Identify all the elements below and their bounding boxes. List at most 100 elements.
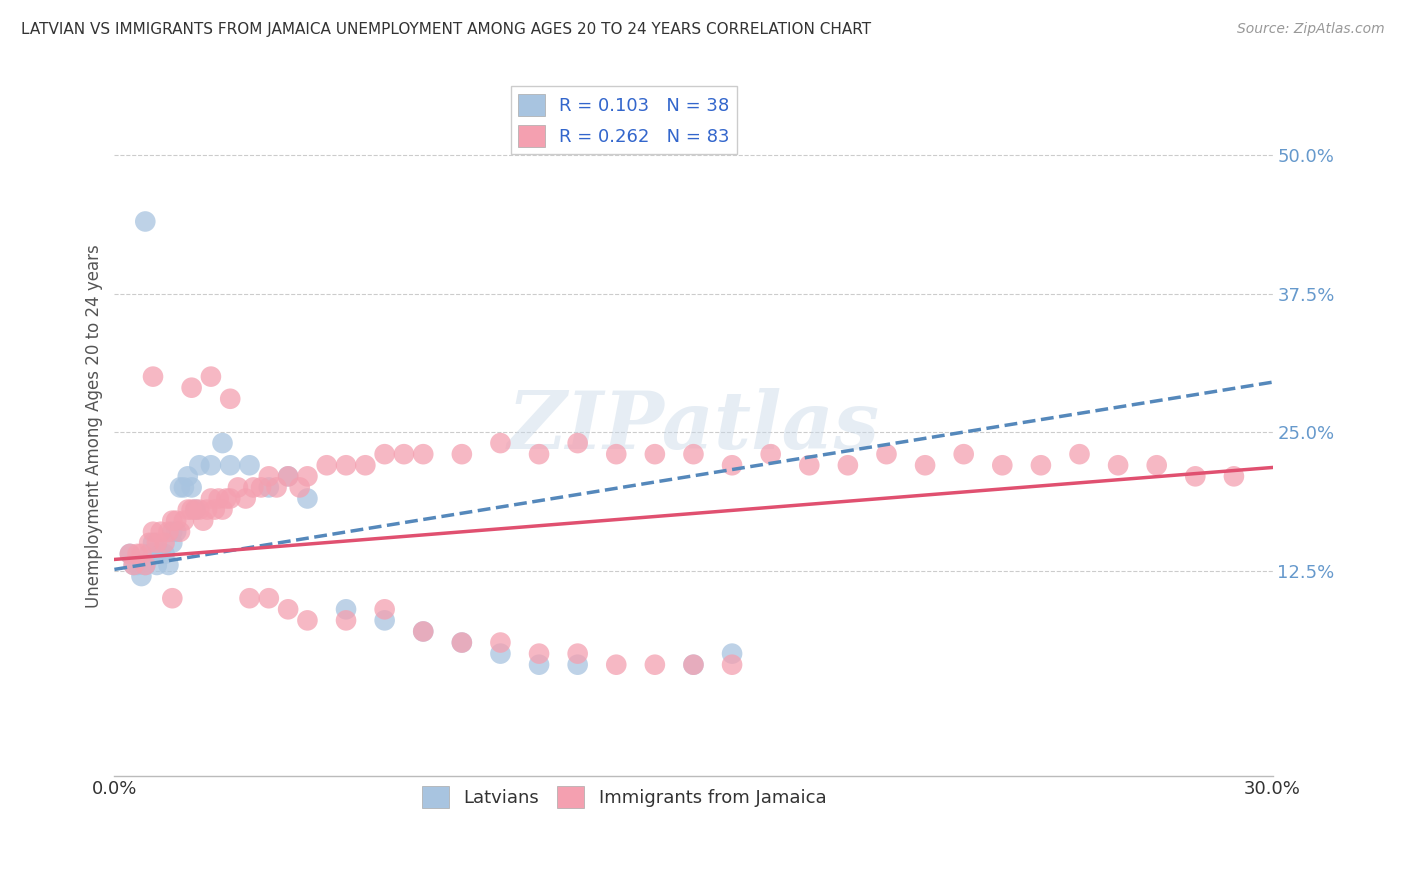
Point (450, 635, 472, 649)
Point (914, 458, 936, 473)
Point (257, 480, 280, 494)
Point (122, 558, 145, 572)
Point (605, 657, 627, 672)
Point (146, 558, 169, 572)
Point (173, 480, 195, 494)
Point (527, 657, 550, 672)
Point (219, 392, 242, 406)
Point (1223, 469, 1246, 483)
Point (169, 480, 191, 494)
Text: ZIPatlas: ZIPatlas (508, 388, 880, 466)
Point (238, 591, 260, 606)
Point (297, 469, 319, 483)
Point (165, 524, 187, 539)
Point (682, 657, 704, 672)
Point (180, 502, 202, 516)
Point (335, 602, 357, 616)
Point (682, 657, 704, 672)
Point (157, 524, 180, 539)
Point (567, 657, 589, 672)
Point (567, 647, 589, 661)
Point (204, 502, 226, 516)
Point (235, 491, 257, 506)
Point (131, 569, 153, 583)
Point (374, 447, 396, 461)
Point (721, 647, 744, 661)
Point (257, 469, 280, 483)
Point (211, 436, 233, 450)
Point (118, 547, 141, 561)
Point (219, 458, 242, 473)
Point (266, 480, 288, 494)
Point (527, 647, 550, 661)
Point (605, 447, 627, 461)
Point (177, 502, 200, 516)
Point (219, 491, 242, 506)
Point (200, 491, 222, 506)
Point (142, 524, 165, 539)
Point (200, 458, 222, 473)
Point (162, 524, 184, 539)
Point (315, 458, 337, 473)
Point (952, 447, 974, 461)
Point (682, 447, 704, 461)
Point (1146, 458, 1168, 473)
Point (297, 491, 319, 506)
Point (173, 514, 195, 528)
Point (297, 613, 319, 627)
Point (1069, 447, 1091, 461)
Point (721, 657, 744, 672)
Point (184, 502, 207, 516)
Point (567, 436, 589, 450)
Point (165, 514, 187, 528)
Point (1107, 458, 1129, 473)
Point (193, 514, 215, 528)
Point (412, 624, 434, 639)
Point (127, 558, 149, 572)
Point (184, 502, 207, 516)
Y-axis label: Unemployment Among Ages 20 to 24 years: Unemployment Among Ages 20 to 24 years (86, 244, 103, 608)
Point (837, 458, 859, 473)
Point (127, 547, 149, 561)
Legend: Latvians, Immigrants from Jamaica: Latvians, Immigrants from Jamaica (415, 779, 834, 815)
Point (208, 491, 231, 506)
Point (991, 458, 1014, 473)
Point (180, 480, 202, 494)
Point (180, 381, 202, 395)
Point (153, 536, 176, 550)
Point (215, 491, 238, 506)
Point (146, 536, 169, 550)
Point (250, 480, 273, 494)
Point (162, 536, 184, 550)
Point (188, 502, 211, 516)
Point (169, 524, 191, 539)
Point (131, 547, 153, 561)
Point (118, 547, 141, 561)
Point (392, 447, 415, 461)
Point (799, 458, 821, 473)
Point (138, 536, 160, 550)
Point (242, 480, 264, 494)
Point (134, 214, 156, 228)
Point (153, 547, 176, 561)
Point (288, 480, 311, 494)
Point (644, 657, 666, 672)
Point (142, 547, 165, 561)
Point (134, 558, 156, 572)
Point (138, 547, 160, 561)
Point (1029, 458, 1052, 473)
Point (644, 447, 666, 461)
Point (876, 447, 898, 461)
Text: LATVIAN VS IMMIGRANTS FROM JAMAICA UNEMPLOYMENT AMONG AGES 20 TO 24 YEARS CORREL: LATVIAN VS IMMIGRANTS FROM JAMAICA UNEMP… (21, 22, 872, 37)
Point (277, 602, 299, 616)
Point (142, 536, 165, 550)
Point (200, 369, 222, 384)
Point (354, 458, 377, 473)
Point (122, 558, 145, 572)
Point (374, 613, 396, 627)
Point (489, 647, 512, 661)
Point (527, 447, 550, 461)
Point (450, 447, 472, 461)
Point (157, 558, 180, 572)
Point (257, 591, 280, 606)
